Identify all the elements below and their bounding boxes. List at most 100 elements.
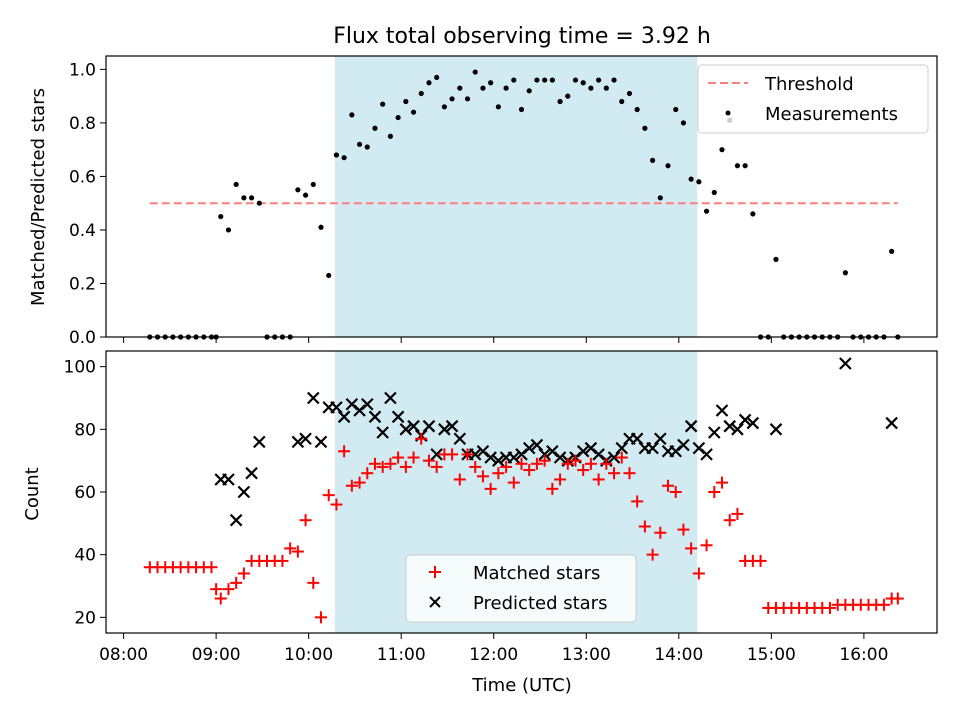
matched-star-point <box>692 567 705 580</box>
measurement-point <box>326 272 332 279</box>
matched-star-point <box>546 482 559 495</box>
matched-star-point <box>669 486 682 498</box>
matched-star-point <box>638 520 651 533</box>
count-y-tick-label: 100 <box>64 358 96 378</box>
predicted-star-points <box>214 357 898 527</box>
matched-star-point <box>422 454 435 467</box>
matched-star-point <box>484 482 497 495</box>
matched-star-point <box>291 545 304 558</box>
matched-star-point <box>210 583 223 596</box>
predicted-star-point <box>468 448 482 461</box>
matched-star-point <box>276 554 289 567</box>
matched-star-point <box>214 592 227 605</box>
measurement-point <box>572 77 579 83</box>
measurement-point <box>341 155 347 161</box>
ratio-legend: Threshold Measurements <box>697 64 929 134</box>
matched-star-point <box>353 476 366 489</box>
matched-star-point <box>600 457 613 470</box>
count-x-axis-ticks: 08:00 09:00 10:00 11:00 12:00 13:00 14:00 15:00… <box>99 633 888 665</box>
count-x-tick-label: 14:00 <box>654 645 703 665</box>
count-x-tick-label: 12:00 <box>469 645 518 665</box>
matched-star-point <box>561 457 574 470</box>
measurement-points <box>147 69 901 340</box>
matched-star-point <box>407 451 420 464</box>
predicted-star-point <box>492 454 505 467</box>
measurement-point <box>688 176 694 182</box>
matched-star-point <box>453 473 466 486</box>
predicted-star-point <box>715 404 729 417</box>
measurement-point <box>449 96 455 102</box>
matched-star-point <box>569 454 582 467</box>
matched-star-point <box>461 448 474 461</box>
count-y-tick-label: 20 <box>74 608 96 628</box>
matched-star-point <box>554 473 567 486</box>
count-x-tick-label: 13:00 <box>562 645 611 665</box>
measurement-point <box>225 227 232 233</box>
predicted-star-point <box>708 426 721 439</box>
count-y-axis-label: Count <box>22 467 43 520</box>
predicted-star-point <box>453 432 467 446</box>
predicted-star-point <box>484 451 497 464</box>
predicted-star-point <box>738 413 752 427</box>
measurement-point <box>703 208 710 214</box>
measurement-point <box>418 90 424 97</box>
predicted-star-point <box>576 444 590 458</box>
count-x-tick-label: 16:00 <box>839 645 888 665</box>
measurement-point <box>511 77 517 83</box>
measurement-point <box>380 101 386 107</box>
predicted-star-point <box>885 416 898 430</box>
predicted-star-point <box>399 423 413 436</box>
measurement-point <box>565 93 571 99</box>
ratio-y-tick-label: 0.6 <box>69 167 96 187</box>
legend-matched-label: Matched stars <box>473 563 600 584</box>
measurement-point <box>403 98 409 105</box>
measurement-point <box>480 85 486 91</box>
ratio-y-tick-label: 0.2 <box>69 274 96 294</box>
measurement-point <box>318 224 324 230</box>
measurement-point <box>619 98 625 105</box>
measurement-point <box>596 77 602 83</box>
measurement-point <box>557 98 563 105</box>
measurement-point <box>626 90 633 97</box>
measurement-point <box>734 163 741 169</box>
measurement-point <box>364 144 370 150</box>
matched-star-point <box>500 460 513 473</box>
measurement-point <box>356 141 363 147</box>
matched-star-point <box>384 457 397 470</box>
matched-star-point <box>530 457 543 470</box>
measurement-point <box>295 187 301 193</box>
measurement-point <box>549 77 555 83</box>
ratio-y-tick-label: 0.8 <box>69 114 96 134</box>
matched-star-point <box>314 611 327 624</box>
matched-star-point <box>685 542 698 555</box>
predicted-star-point <box>222 473 235 486</box>
legend-threshold-label: Threshold <box>764 74 854 95</box>
legend-predicted-swatch <box>429 596 441 608</box>
count-x-tick-label: 11:00 <box>377 645 426 665</box>
predicted-star-point <box>615 441 629 455</box>
matched-star-point <box>476 470 489 483</box>
predicted-star-point <box>723 419 736 433</box>
matched-star-point <box>731 507 744 520</box>
count-legend: Matched stars Predicted stars <box>405 554 637 623</box>
ratio-plot-frame <box>105 55 938 338</box>
ratio-panel: 0.0 0.2 0.4 0.6 0.8 1.0 Matched/Predicted sta… <box>28 55 938 348</box>
predicted-star-point <box>684 419 698 433</box>
matched-star-point <box>708 486 721 498</box>
count-panel: 20 40 60 80 100 08:00 09:00 10:00 11:00 12:00 13:… <box>22 350 938 696</box>
matched-star-point <box>415 432 428 445</box>
predicted-star-point <box>407 419 420 433</box>
matched-star-point <box>654 526 667 539</box>
matched-star-point <box>891 592 904 605</box>
measurement-point <box>387 133 394 139</box>
measurement-point <box>649 157 656 163</box>
count-y-tick-label: 60 <box>74 483 96 503</box>
measurement-point <box>218 213 224 220</box>
measurement-point <box>773 256 779 262</box>
matched-star-point <box>577 464 590 477</box>
matched-star-point <box>877 598 890 611</box>
observing-window-shade <box>334 56 698 337</box>
measurement-point <box>310 181 316 188</box>
measurement-point <box>233 181 239 188</box>
